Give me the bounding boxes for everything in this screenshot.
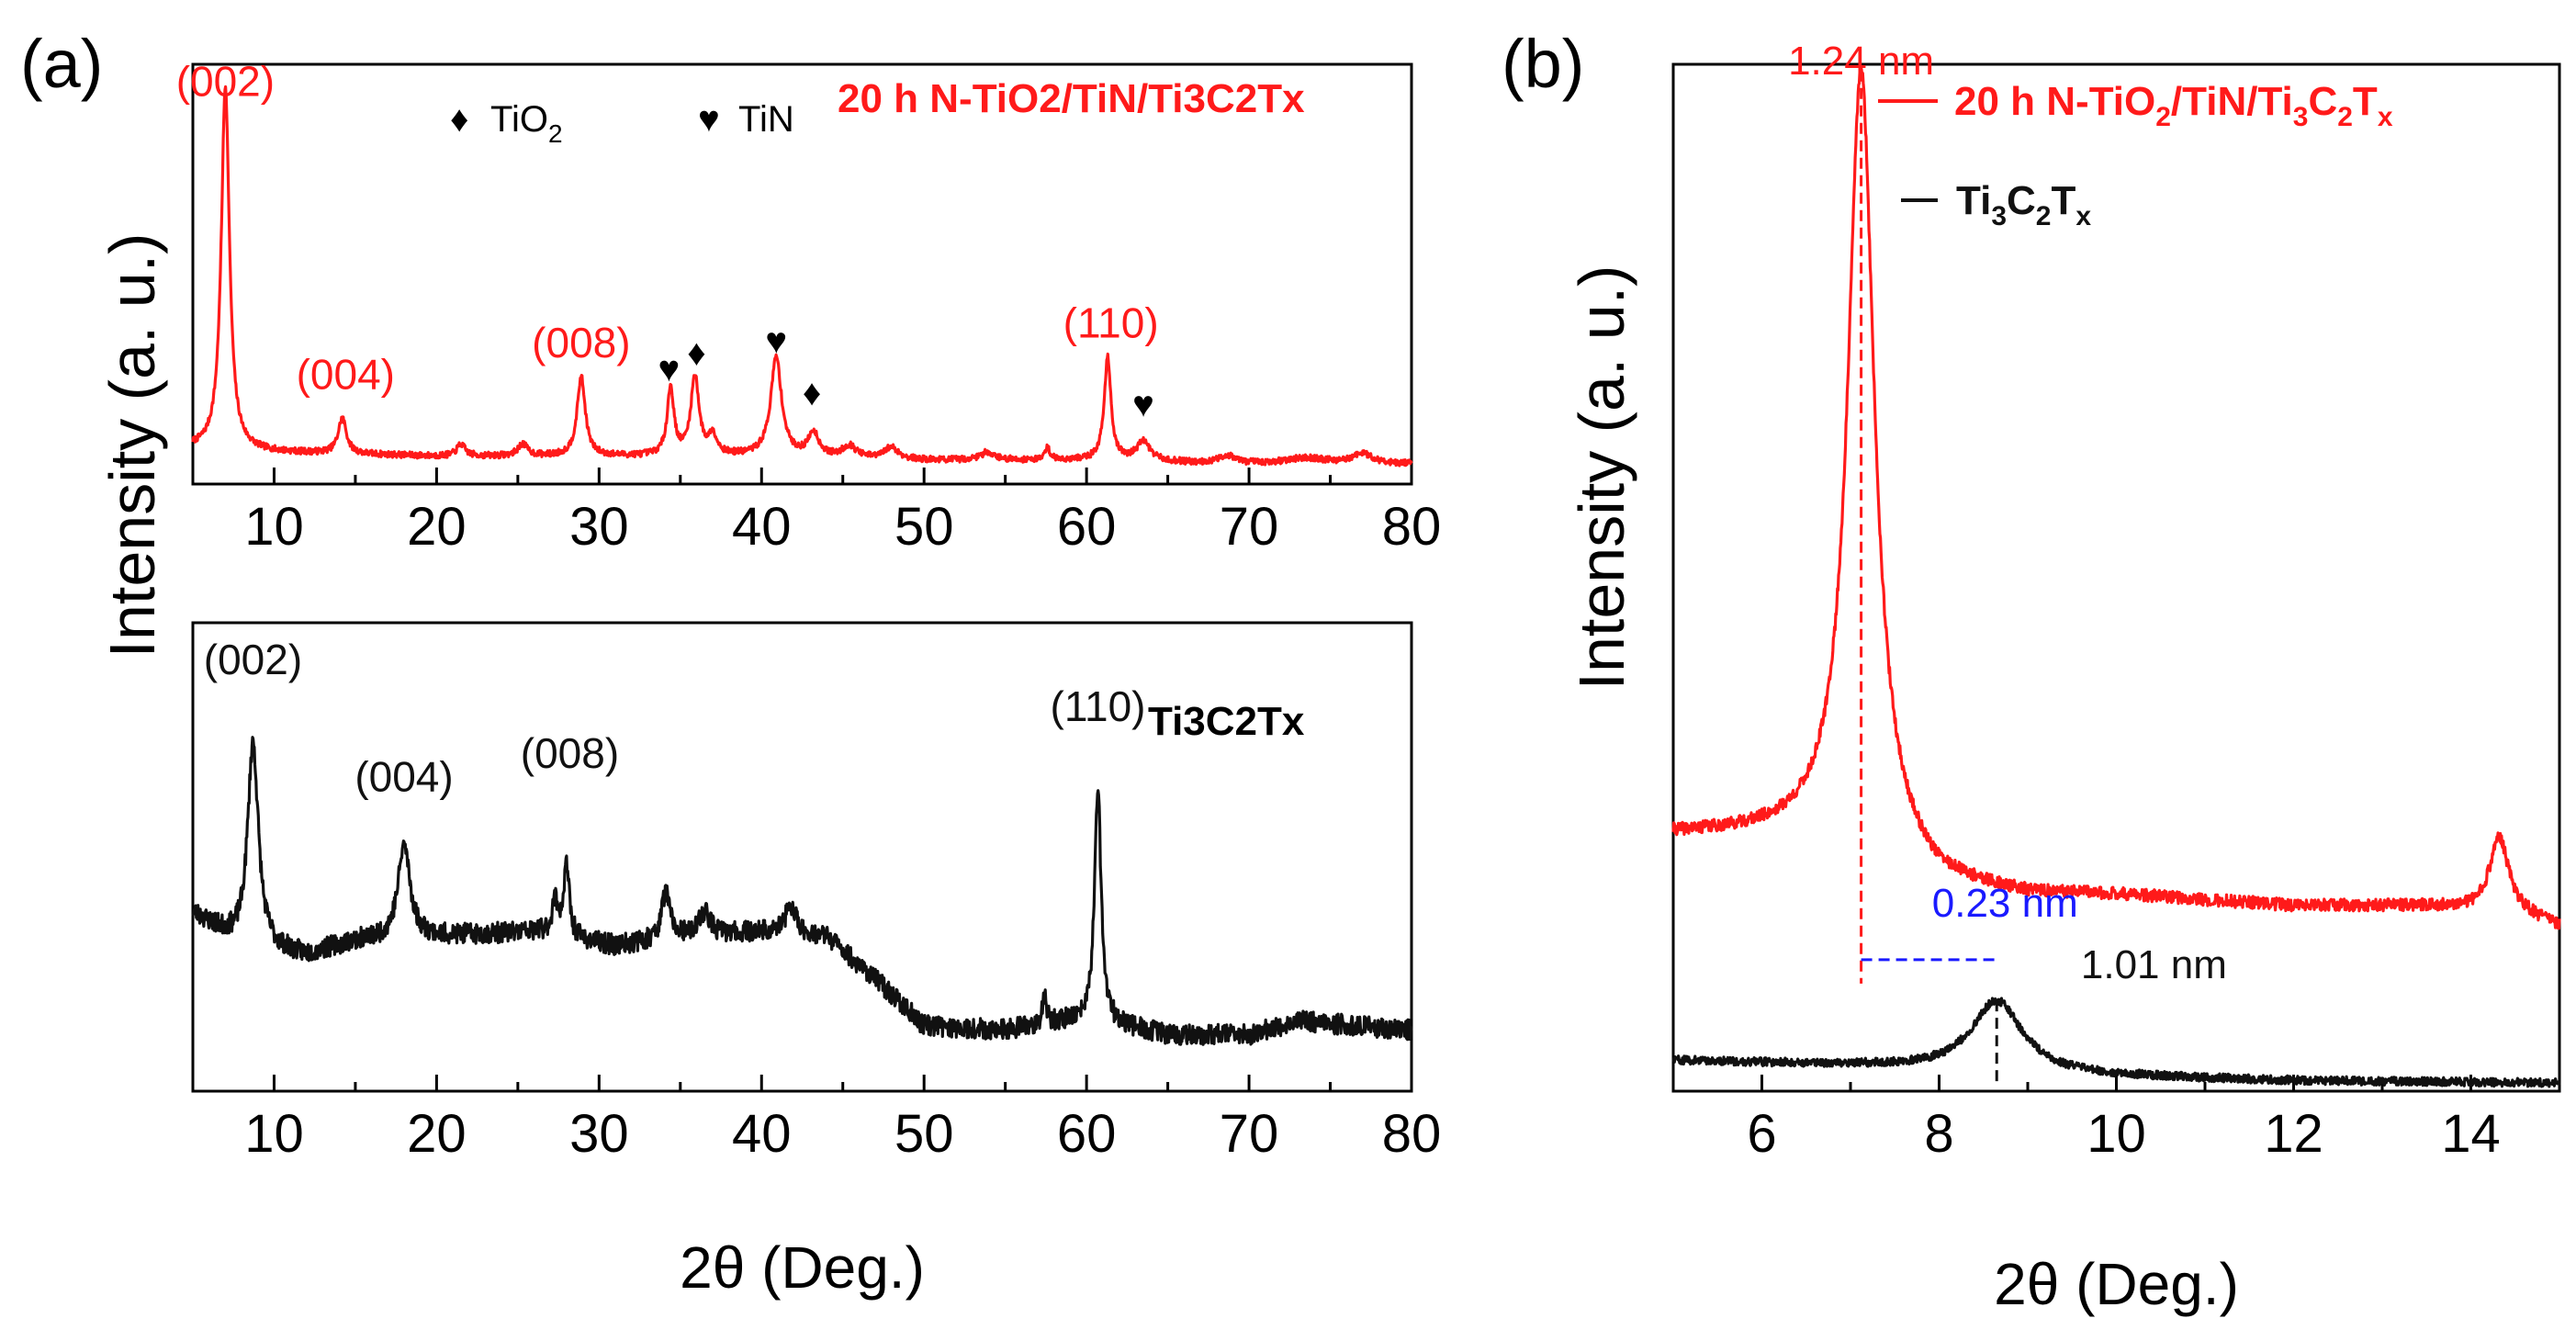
series-line: [191, 736, 1413, 1046]
peak-label: (002): [176, 57, 275, 105]
tin-marker: ♥: [1132, 385, 1154, 425]
tio2-legend-symbol: ♦: [450, 99, 468, 140]
peak-label: (008): [521, 729, 619, 777]
plot-frame: [191, 62, 1413, 486]
peak-label: (008): [532, 319, 630, 366]
x-tick-label: 10: [244, 1104, 304, 1164]
tio2-marker: ♦: [687, 333, 705, 374]
peak-label: (002): [204, 636, 302, 683]
x-axis-title: 2θ (Deg.): [1994, 1251, 2239, 1317]
spacing-label: 1.24 nm: [1788, 39, 1934, 84]
x-tick-label: 10: [2087, 1104, 2146, 1164]
legend-label-composite: 20 h N-TiO2/TiN/Ti3C2Tx: [1954, 79, 2393, 132]
sample-title: Ti3C2Tx: [1148, 699, 1305, 744]
peak-label: (110): [1051, 682, 1146, 730]
tin-marker: ♥: [658, 349, 681, 389]
x-tick-label: 40: [732, 497, 792, 557]
x-tick-label: 60: [1057, 1104, 1117, 1164]
x-tick-label: 40: [732, 1104, 792, 1164]
shift-label: 0.23 nm: [1932, 881, 2078, 926]
panel-b-chart: 6 8 10 12 14 1.24 nm 0.23 nm1.01 nm 20 h N-TiO2…: [1566, 39, 2561, 1317]
x-tick-label: 6: [1747, 1104, 1776, 1164]
panel-a-bottom-chart: 10 20 30 40 50 60 70 80 (002) (004) (008) (110) Ti3C…: [191, 621, 1442, 1301]
x-tick-label: 50: [894, 1104, 954, 1164]
x-tick-label: 20: [407, 497, 467, 557]
panel-a-top-chart: 10 20 30 40 50 60 70 80(002)(004)(008) (110)♥ ♦ ♥♦…: [96, 57, 1441, 658]
plot-frame: [1671, 62, 2561, 1093]
x-tick-label: 60: [1057, 497, 1117, 557]
x-tick-label: 20: [407, 1104, 467, 1164]
x-tick-label: 50: [894, 497, 954, 557]
panel-a-label: (a): [20, 26, 103, 102]
x-tick-label: 8: [1924, 1104, 1953, 1164]
sample-title: 20 h N-TiO2/TiN/Ti3C2Tx: [838, 76, 1305, 121]
y-axis-title: Intensity (a. u.): [1566, 265, 1637, 691]
x-tick-label: 10: [244, 497, 304, 557]
x-tick-label: 70: [1220, 1104, 1279, 1164]
x-tick-label: 30: [569, 497, 629, 557]
peak-label: (004): [297, 351, 395, 399]
legend-label-mxene: Ti3C2Tx: [1956, 178, 2091, 231]
y-axis-title: Intensity (a. u.): [96, 233, 168, 659]
tin-legend-symbol: ♥: [698, 99, 720, 140]
x-tick-label: 80: [1382, 497, 1442, 557]
x-tick-label: 80: [1382, 1104, 1442, 1164]
x-tick-label: 12: [2264, 1104, 2323, 1164]
x-tick-label: 14: [2441, 1104, 2501, 1164]
tio2-legend-label: TiO2: [490, 99, 563, 148]
series-line: [191, 85, 1413, 468]
x-tick-label: 70: [1220, 497, 1279, 557]
spacing-label: 1.01 nm: [2081, 942, 2227, 987]
tin-marker: ♥: [765, 321, 787, 362]
x-axis-title: 2θ (Deg.): [680, 1234, 925, 1301]
peak-label: (110): [1063, 299, 1159, 346]
panel-b-label: (b): [1502, 26, 1584, 102]
peak-label: (004): [354, 753, 453, 801]
plot-frame: [191, 621, 1413, 1093]
series-line: [1671, 997, 2561, 1088]
series-line: [1671, 66, 2561, 930]
x-tick-label: 30: [569, 1104, 629, 1164]
tin-legend-label: TiN: [738, 99, 794, 140]
tio2-marker: ♦: [803, 373, 821, 413]
